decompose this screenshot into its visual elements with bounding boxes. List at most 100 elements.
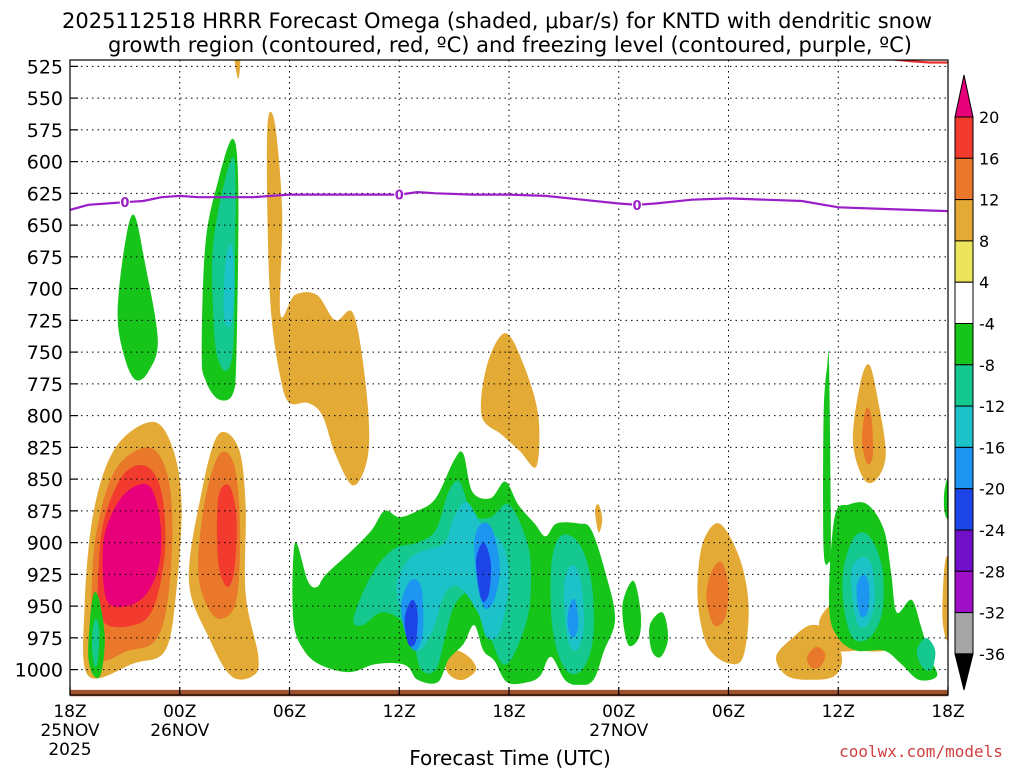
- y-tick-label-650: 650: [27, 215, 63, 237]
- omega-region-20: [476, 542, 492, 602]
- omega-region-24: [622, 580, 642, 647]
- colorbar-box-9: [954, 488, 974, 531]
- y-tick-label-625: 625: [27, 183, 63, 205]
- x-tick-label-18: 12Z: [383, 702, 416, 722]
- colorbar-box-4: [954, 281, 974, 325]
- contour-lines: 0 0 0: [70, 60, 948, 214]
- colorbar-box-12: [954, 612, 974, 655]
- y-tick-label-875: 875: [27, 501, 63, 523]
- colorbar-label-4: 4: [979, 273, 989, 292]
- omega-region-25: [649, 612, 669, 658]
- colorbar-box-8: [954, 446, 974, 490]
- y-tick-label-600: 600: [27, 152, 63, 174]
- colorbar-box-10: [954, 529, 974, 572]
- x-tick-label-12: 06Z: [273, 702, 306, 722]
- colorbar-box-0: [954, 116, 974, 159]
- omega-region-31: [806, 646, 826, 669]
- freezing-level-label-2: 0: [633, 199, 642, 214]
- colorbar-box-2: [954, 199, 974, 242]
- omega-region-6: [216, 484, 237, 588]
- colorbar-box-6: [954, 364, 974, 407]
- colorbar-label-1: 16: [979, 149, 999, 168]
- y-tick-label-950: 950: [27, 596, 63, 618]
- omega-region-19: [404, 599, 418, 647]
- x-tick-label-30: 00Z: [602, 702, 635, 722]
- y-tick-label-825: 825: [27, 437, 63, 459]
- omega-region-42: [595, 504, 603, 533]
- y-tick-label-1000: 1000: [15, 660, 63, 682]
- colorbar-label-13: -36: [979, 645, 1005, 664]
- colorbar-label-6: -8: [979, 356, 995, 375]
- colorbar-box-7: [954, 405, 974, 448]
- x-tick-label-6: 00Z: [163, 702, 196, 722]
- grid-lines: [70, 60, 948, 695]
- freezing-level-label-bg-0: [119, 195, 130, 210]
- y-tick-label-525: 525: [27, 56, 63, 78]
- colorbar-label-5: -4: [979, 315, 995, 334]
- freezing-level-label-bg-2: [632, 197, 643, 212]
- omega-shaded-regions: [83, 60, 948, 686]
- omega-region-7: [266, 111, 370, 486]
- freezing-level-label-bg-1: [394, 187, 405, 202]
- colorbar-label-7: -12: [979, 397, 1005, 416]
- omega-region-11: [223, 243, 235, 327]
- omega-region-23: [567, 598, 579, 638]
- omega-region-3: [102, 483, 162, 608]
- y-tick-label-575: 575: [27, 120, 63, 142]
- colorbar-label-9: -20: [979, 480, 1005, 499]
- x-tick-date-6: 26NOV: [150, 721, 209, 741]
- pressure-axis: 525 550 575 600 625 650 675 700 725 750 775 800 825 8…: [15, 56, 78, 682]
- freezing-level-line: [70, 191, 948, 213]
- omega-region-40: [823, 349, 831, 565]
- colorbar-box-1: [954, 157, 974, 201]
- colorbar-bottom-arrow: [954, 653, 974, 691]
- omega-region-27: [91, 618, 100, 667]
- colorbar: 20 16 12 8 4 -4 -8 -12 -16 -20 -24 -28 -32 -36: [954, 74, 1005, 691]
- omega-region-39: [916, 637, 936, 671]
- credit-text: coolwx.com/models: [839, 742, 1003, 761]
- colorbar-box-11: [954, 570, 974, 614]
- y-tick-label-700: 700: [27, 279, 63, 301]
- y-tick-label-975: 975: [27, 628, 63, 650]
- colorbar-label-2: 12: [979, 191, 999, 210]
- colorbar-box-5: [954, 323, 974, 366]
- x-axis-label: Forecast Time (UTC): [409, 746, 611, 768]
- x-tick-year-0: 2025: [48, 740, 91, 760]
- dgz-contour-line: [888, 60, 948, 64]
- omega-region-41: [234, 60, 241, 79]
- freezing-level-label-0: 0: [120, 196, 129, 211]
- colorbar-label-11: -28: [979, 562, 1005, 581]
- y-tick-label-675: 675: [27, 247, 63, 269]
- x-tick-date-30: 27NOV: [589, 721, 648, 741]
- colorbar-label-10: -24: [979, 521, 1005, 540]
- omega-region-38: [856, 574, 870, 618]
- colorbar-top-arrow: [954, 74, 974, 118]
- x-tick-label-0: 18Z: [53, 702, 86, 722]
- omega-region-12: [480, 333, 540, 468]
- colorbar-label-0: 20: [979, 108, 999, 127]
- colorbar-label-8: -16: [979, 438, 1005, 457]
- colorbar-label-12: -32: [979, 604, 1005, 623]
- chart-title-line2: growth region (contoured, red, ºC) and f…: [108, 33, 912, 57]
- omega-region-43: [942, 556, 948, 641]
- y-tick-label-850: 850: [27, 469, 63, 491]
- y-tick-label-800: 800: [27, 406, 63, 428]
- y-tick-label-775: 775: [27, 374, 63, 396]
- freezing-level-label-1: 0: [395, 189, 404, 204]
- x-tick-label-36: 06Z: [712, 702, 745, 722]
- x-tick-label-24: 18Z: [492, 702, 525, 722]
- omega-region-13: [444, 650, 477, 681]
- omega-region-44: [943, 478, 948, 520]
- chart-title-line1: 2025112518 HRRR Forecast Omega (shaded, …: [62, 9, 932, 33]
- x-tick-label-42: 12Z: [822, 702, 855, 722]
- colorbar-box-3: [954, 240, 974, 283]
- omega-region-8: [117, 214, 158, 381]
- omega-region-34: [861, 407, 874, 465]
- x-tick-label-48: 18Z: [931, 702, 964, 722]
- y-tick-label-725: 725: [27, 310, 63, 332]
- y-tick-label-925: 925: [27, 564, 63, 586]
- colorbar-label-3: 8: [979, 232, 989, 251]
- y-tick-label-750: 750: [27, 342, 63, 364]
